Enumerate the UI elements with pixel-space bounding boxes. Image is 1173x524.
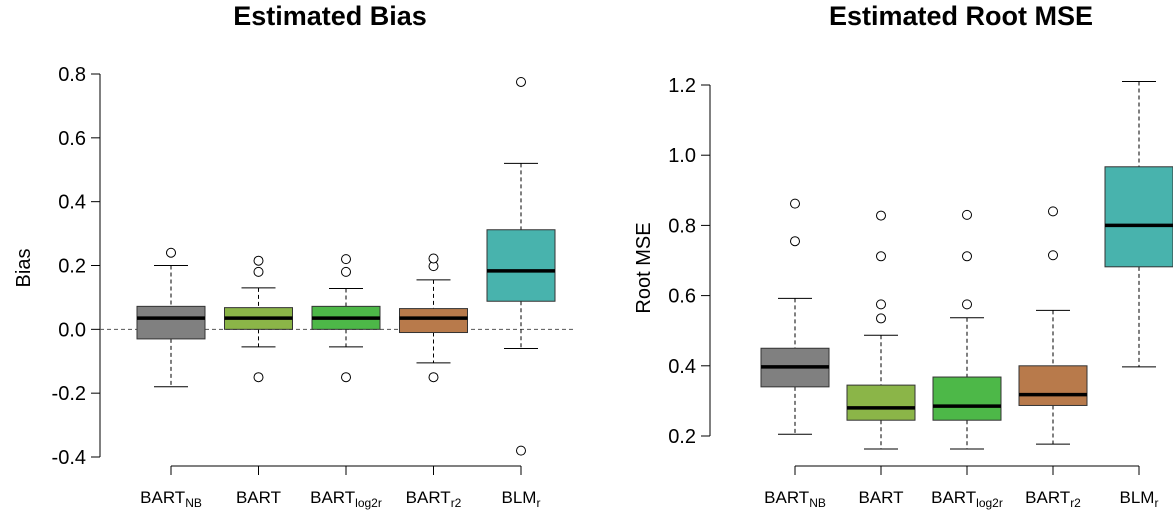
outlier-point xyxy=(253,266,264,277)
box-1 xyxy=(136,247,206,388)
outlier-point xyxy=(1048,206,1058,217)
iqr-box xyxy=(486,229,556,302)
y-tick-label: 0.0 xyxy=(58,319,86,341)
outlier-point xyxy=(428,372,439,383)
outlier-point xyxy=(516,76,526,87)
box-1 xyxy=(760,198,830,435)
bias-boxplot-panel: Estimated Bias Bias -0.4 -0.2 0.0 0.2 0.4 0.6… xyxy=(0,0,590,519)
outlier-point xyxy=(790,236,800,247)
y-tick-label: -0.2 xyxy=(52,383,86,405)
outlier-point xyxy=(790,198,800,209)
box-2 xyxy=(224,255,293,383)
outlier-point xyxy=(876,299,886,310)
box-2 xyxy=(846,210,916,450)
box-4 xyxy=(1018,206,1088,445)
y-tick-label: -0.4 xyxy=(52,447,86,469)
outlier-point xyxy=(166,247,176,258)
y-tick-label: 0.8 xyxy=(668,215,696,237)
y-axis-label: Root MSE xyxy=(633,222,655,313)
outlier-point xyxy=(341,254,351,265)
outlier-point xyxy=(962,251,972,262)
box-5 xyxy=(1104,80,1173,368)
bias-boxplot-chart: Estimated Bias Bias -0.4 -0.2 0.0 0.2 0.4 0.6… xyxy=(13,1,575,510)
outlier-point xyxy=(253,255,264,266)
iqr-box xyxy=(1018,365,1088,406)
box-4 xyxy=(399,253,468,383)
y-tick-label: 0.4 xyxy=(58,192,86,214)
x-tick-label: BARTNB xyxy=(140,488,202,510)
outlier-point xyxy=(516,445,526,456)
x-tick-label: BARTlog2r xyxy=(310,488,382,510)
outlier-point xyxy=(962,299,972,310)
outlier-point xyxy=(962,209,972,220)
y-tick-label: 1.2 xyxy=(668,75,696,97)
outlier-point xyxy=(1048,250,1058,261)
outlier-point xyxy=(253,372,264,383)
outlier-point xyxy=(876,210,886,221)
iqr-box xyxy=(1104,166,1173,268)
y-tick-label: 0.2 xyxy=(58,256,86,278)
x-tick-label: BARTr2 xyxy=(406,488,462,510)
rootmse-boxplot-chart: Estimated Root MSE Root MSE 0.2 0.4 0.6 0.8… xyxy=(633,1,1173,510)
iqr-box xyxy=(846,384,916,421)
outlier-point xyxy=(341,372,351,383)
outlier-point xyxy=(876,313,886,324)
box-3 xyxy=(932,209,1002,450)
chart-title: Estimated Bias xyxy=(233,1,427,31)
y-axis-label: Bias xyxy=(13,249,35,288)
iqr-box xyxy=(399,308,468,334)
y-tick-label: 0.4 xyxy=(668,356,696,378)
rootmse-boxplot-panel: Estimated Root MSE Root MSE 0.2 0.4 0.6 0.8… xyxy=(590,0,1173,519)
x-tick-label: BART xyxy=(236,488,281,507)
outlier-point xyxy=(341,266,351,277)
chart-title: Estimated Root MSE xyxy=(829,1,1093,31)
x-tick-label: BARTr2 xyxy=(1025,488,1081,510)
x-tick-label: BART xyxy=(858,488,903,507)
iqr-box xyxy=(932,376,1002,421)
x-tick-label: BARTlog2r xyxy=(931,488,1003,510)
box-5 xyxy=(486,76,556,456)
outlier-point xyxy=(428,253,439,264)
y-tick-label: 0.2 xyxy=(668,426,696,448)
y-tick-label: 0.8 xyxy=(58,64,86,86)
y-tick-label: 1.0 xyxy=(668,145,696,167)
box-3 xyxy=(311,254,381,383)
x-tick-label: BARTNB xyxy=(764,488,826,510)
x-tick-label: BLMr xyxy=(502,488,541,510)
outlier-point xyxy=(876,251,886,262)
x-tick-label: BLMr xyxy=(1120,488,1159,510)
y-tick-label: 0.6 xyxy=(668,286,696,308)
iqr-box xyxy=(136,305,206,340)
y-tick-label: 0.6 xyxy=(58,128,86,150)
